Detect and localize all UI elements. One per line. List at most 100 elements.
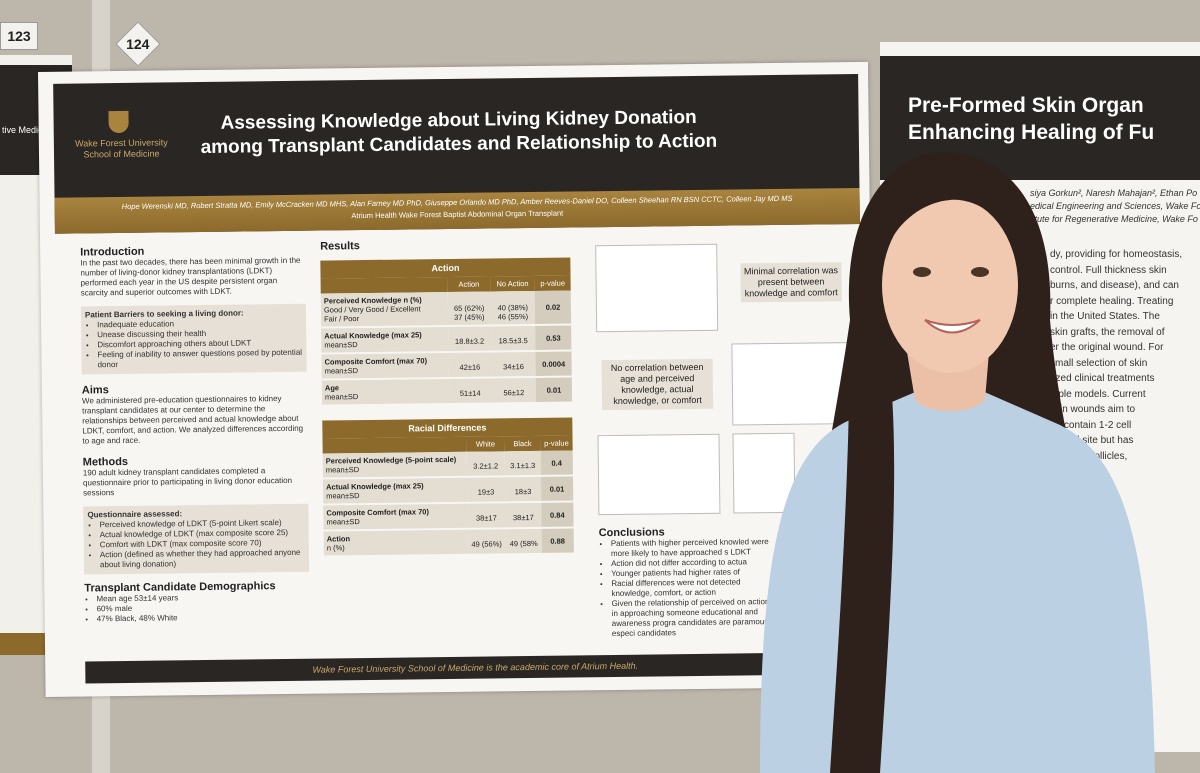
face: [882, 197, 1018, 373]
body-line: small selection of skin: [1050, 357, 1148, 369]
body-line: skin grafts, the removal of: [1050, 326, 1165, 338]
row-label: Actual Knowledge (max 25) mean±SD: [321, 326, 449, 354]
barriers-box: Patient Barriers to seeking a living don…: [80, 303, 307, 375]
value-cell: 19±3: [466, 476, 506, 503]
body-line: burns, and disease), and can: [1050, 280, 1179, 291]
body-line: nd contain 1-2 cell: [1050, 419, 1132, 431]
cell-value: 51±14: [459, 388, 481, 398]
list: Inadequate educationUnease discussing th…: [85, 318, 303, 371]
value-cell: 18.8±3.2: [448, 325, 492, 353]
section-heading: Results: [320, 240, 360, 253]
cell-value: 42±16: [459, 362, 481, 372]
logo-shield: [108, 110, 129, 134]
section-text: In the past two decades, there has been …: [80, 255, 301, 298]
table-row: Perceived Knowledge n (%) Good / Very Goo…: [320, 290, 572, 328]
row-title: Actual Knowledge (max 25): [324, 330, 422, 341]
row-sub: mean±SD: [326, 517, 360, 527]
hair-left: [830, 320, 895, 773]
person: [760, 151, 1155, 773]
row-label: Age mean±SD: [321, 378, 450, 406]
value-cell: 56±12: [491, 376, 537, 404]
value-cell: 3.1±1.3: [504, 450, 541, 477]
body-line: r complete healing. Treating: [1050, 295, 1174, 307]
value-cell: 65 (62%) 37 (45%): [447, 291, 491, 327]
cell-value: 34±16: [503, 362, 524, 372]
plot-note: No correlation between age and perceived…: [601, 358, 714, 411]
value-cell: 40 (38%) 46 (55%): [490, 290, 536, 326]
row-label: Perceived Knowledge (5-point scale) mean±…: [322, 451, 467, 479]
logo-line: School of Medicine: [83, 148, 160, 160]
value-cell: 49 (58%: [505, 527, 542, 555]
header-cell: [322, 436, 467, 454]
eye: [913, 267, 931, 277]
row-sub: mean±SD: [324, 340, 358, 350]
cell-value: 3.1±1.3: [510, 460, 536, 471]
value-cell: 38±17: [505, 501, 542, 529]
table-row: Age mean±SD 51±14 56±12 0.01: [321, 376, 573, 406]
row-sub: mean±SD: [326, 491, 360, 501]
cell-value: 46 (55%): [497, 312, 529, 322]
tables: Action Action No Action p-value Perceived Kn…: [320, 257, 579, 557]
table-row: Perceived Knowledge (5-point scale) mean±…: [322, 450, 573, 479]
body-line: mple models. Current: [1050, 388, 1146, 400]
left-column: Introduction In the past two decades, th…: [80, 244, 310, 625]
section-text: 190 adult kidney transplant candidates c…: [82, 466, 293, 498]
table-row: Action n (%) 49 (56%) 49 (58% 0.88: [323, 527, 574, 557]
header-cell: Black: [504, 435, 541, 452]
row-title: Action: [326, 534, 351, 544]
title-line: Pre-Formed Skin Organ: [908, 94, 1144, 117]
cell-value: 3.2±1.2: [473, 461, 499, 471]
right-poster-title: Pre-Formed Skin Organ Enhancing Healing …: [908, 92, 1154, 146]
p-value: 0.4: [540, 450, 573, 476]
row-sub: mean±SD: [324, 366, 359, 376]
list: Mean age 53±14 years60% male47% Black, 4…: [84, 592, 309, 625]
right-poster-authors: siya Gorkun², Naresh Mahajan², Ethan Po e…: [1030, 187, 1200, 226]
body-line: rized clinical treatments: [1050, 373, 1155, 384]
row-sub: Fair / Poor: [323, 314, 360, 324]
header-cell: p-value: [534, 275, 571, 291]
row-title: Age: [324, 383, 340, 393]
box-heading: Patient Barriers to seeking a living don…: [84, 308, 244, 320]
body-line: in the United States. The: [1050, 311, 1160, 322]
box-heading: Questionnaire assessed:: [87, 509, 183, 520]
value-cell: 42±16: [448, 351, 492, 379]
poster-title: Assessing Knowledge about Living Kidney …: [174, 105, 745, 160]
cell-value: 49 (58%: [509, 538, 538, 549]
cell-value: 40 (38%): [497, 303, 529, 313]
row-sub: n (%): [326, 543, 345, 553]
author-line: edical Engineering and Sciences, Wake Fo: [1030, 201, 1200, 211]
cell-value: 38±17: [512, 512, 534, 523]
row-label: Composite Comfort (max 70) mean±SD: [323, 502, 468, 531]
title-line: Enhancing Healing of Fu: [908, 121, 1155, 144]
row-title: Composite Comfort (max 70): [326, 507, 429, 518]
header-cell: Action: [447, 276, 491, 293]
cell-value: 65 (62%): [453, 303, 485, 313]
table-row: Composite Comfort (max 70) mean±SD 42±16 34…: [321, 350, 572, 380]
cell-value: 49 (56%): [471, 539, 502, 549]
row-sub: mean±SD: [325, 465, 360, 475]
table-row: Composite Comfort (max 70) mean±SD 38±17 38…: [323, 501, 574, 531]
questionnaire-box: Questionnaire assessed: Perceived knowle…: [83, 503, 310, 575]
cell-value: 37 (45%): [454, 312, 485, 322]
body-line: dy, providing for homeostasis,: [1050, 249, 1183, 260]
row-label: Composite Comfort (max 70) mean±SD: [321, 352, 449, 380]
logo-text: Wake Forest University School of Medicin…: [69, 137, 174, 160]
body-line: skin wounds aim to: [1050, 404, 1136, 415]
header-cell: p-value: [540, 435, 573, 451]
value-cell: 38±17: [466, 502, 506, 529]
list-item: 47% Black, 48% White: [97, 612, 310, 625]
header-cell: No Action: [490, 275, 535, 292]
results-column: Results Action Action No Action p-value Perc…: [320, 237, 579, 557]
value-cell: 49 (56%): [467, 528, 506, 555]
value-cell: 34±16: [491, 350, 536, 378]
p-value: 0.88: [541, 527, 574, 554]
value-cell: 18±3: [505, 475, 542, 503]
cell-value: 56±12: [503, 388, 525, 398]
results-table: Racial Differences White Black p-value Perce…: [322, 417, 574, 557]
row-label: Action n (%): [323, 528, 468, 557]
eye: [971, 267, 989, 277]
body-line: control. Full thickness skin: [1050, 264, 1167, 276]
sweater: [760, 390, 1155, 773]
cell-value: 18.5±3.5: [498, 336, 528, 346]
